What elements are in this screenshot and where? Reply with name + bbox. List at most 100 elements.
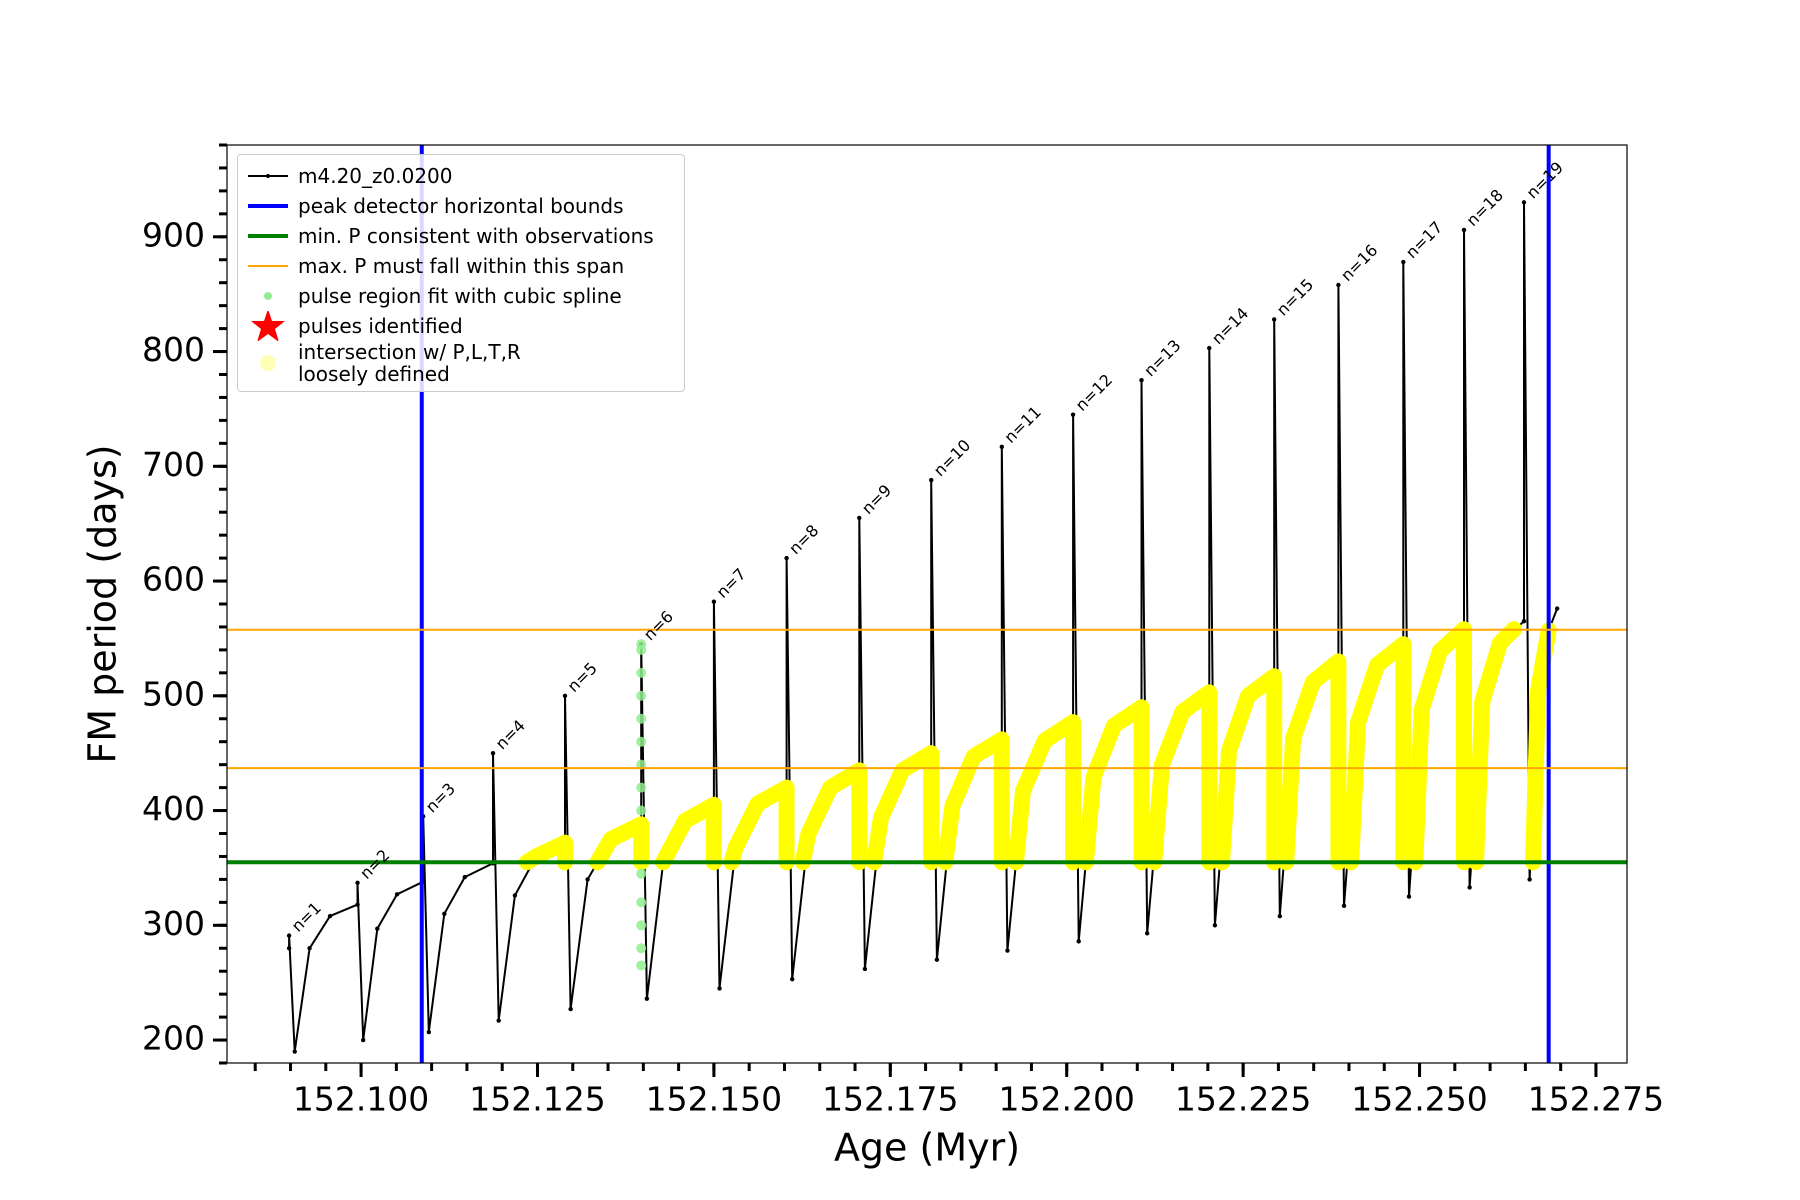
x-tick-label: 152.175 [822, 1080, 958, 1119]
pulse-label: n=2 [356, 846, 393, 883]
legend-entry: m4.20_z0.0200 [238, 161, 684, 191]
pulse-label: n=9 [858, 481, 895, 518]
x-tick-label: 152.100 [293, 1080, 429, 1119]
y-tick-label: 800 [142, 330, 205, 369]
plot-frame [226, 144, 1628, 1064]
y-tick-label: 900 [142, 215, 205, 254]
legend-entry: min. P consistent with observations [238, 221, 684, 251]
x-tick-label: 152.275 [1528, 1080, 1664, 1119]
point [394, 892, 400, 897]
pulse-label: n=14 [1208, 304, 1252, 348]
point [636, 713, 647, 724]
pulse-label: n=19 [1523, 158, 1567, 202]
point [355, 880, 360, 886]
legend-label: intersection w/ P,L,T,R loosely defined [298, 340, 521, 386]
point [496, 1018, 501, 1023]
point [636, 782, 647, 793]
legend-label: pulse region fit with cubic spline [298, 284, 622, 308]
point [327, 913, 333, 919]
point [360, 1037, 366, 1043]
pulse-label: n=15 [1273, 275, 1317, 319]
point [1212, 923, 1218, 928]
pulse-label: n=16 [1337, 241, 1381, 285]
x-tick-label: 152.225 [1175, 1080, 1311, 1119]
point [790, 977, 795, 982]
point [636, 943, 647, 954]
point [286, 946, 292, 951]
point [1139, 378, 1144, 383]
point [862, 966, 868, 972]
point [1341, 903, 1347, 908]
pulse-label: n=4 [492, 716, 529, 753]
pulse-label: n=17 [1402, 218, 1446, 262]
point [286, 933, 292, 938]
pulse-label: n=11 [1000, 402, 1044, 446]
pulse-label: n=7 [712, 564, 749, 601]
point [857, 515, 862, 521]
point [1277, 913, 1283, 919]
x-tick-label: 152.250 [1351, 1080, 1487, 1119]
pulse-label: n=12 [1072, 370, 1116, 414]
point [292, 1049, 297, 1054]
point [426, 1029, 432, 1035]
legend-entry: peak detector horizontal bounds [238, 191, 684, 221]
point [442, 911, 447, 917]
x-axis-label: Age (Myr) [834, 1126, 1020, 1170]
point [636, 736, 647, 747]
point [636, 805, 647, 816]
point [636, 667, 647, 678]
pulse-label: n=1 [288, 898, 325, 935]
point [636, 897, 647, 908]
point [1336, 282, 1341, 288]
legend-entry: max. P must fall within this span [238, 251, 684, 281]
point [1521, 619, 1527, 624]
pulse-label: n=6 [640, 607, 677, 644]
legend-swatch [248, 174, 288, 178]
point [490, 750, 496, 756]
legend-label: min. P consistent with observations [298, 224, 654, 248]
y-tick-label: 700 [142, 445, 205, 484]
legend-swatch [251, 311, 285, 341]
pulse-label: n=10 [930, 436, 974, 480]
point [562, 693, 568, 698]
point [636, 868, 647, 879]
x-tick-label: 152.200 [998, 1080, 1134, 1119]
legend-swatch [248, 265, 288, 267]
y-axis-label: FM period (days) [81, 444, 125, 763]
x-tick-label: 152.150 [646, 1080, 782, 1119]
y-tick-label: 400 [142, 789, 205, 828]
point [1271, 317, 1277, 322]
legend-swatch [264, 292, 272, 300]
legend-entry: intersection w/ P,L,T,R loosely defined [238, 341, 684, 385]
legend-label: pulses identified [298, 314, 463, 338]
pulse-label: n=13 [1140, 336, 1184, 380]
point [1527, 877, 1532, 882]
point [307, 946, 312, 951]
point [1461, 227, 1467, 233]
point [375, 926, 380, 931]
legend-swatch [248, 204, 288, 208]
legend-entry: pulse region fit with cubic spline [238, 281, 684, 311]
point [717, 986, 722, 991]
point [1207, 345, 1212, 351]
point [1406, 894, 1412, 899]
y-tick-label: 600 [142, 560, 205, 599]
x-tick-label: 152.125 [469, 1080, 605, 1119]
pulse-label: n=3 [422, 779, 459, 816]
point [934, 957, 940, 962]
point [1467, 885, 1472, 890]
plot [227, 145, 1627, 1063]
point [784, 555, 789, 561]
point [1521, 200, 1527, 205]
pulse-label: n=8 [785, 521, 822, 558]
point [636, 690, 647, 701]
band-line [518, 621, 1557, 871]
point [512, 893, 518, 898]
point [1076, 939, 1081, 944]
pulse-label: n=5 [564, 659, 601, 696]
point [1144, 931, 1150, 936]
legend-label: max. P must fall within this span [298, 254, 625, 278]
point [1401, 259, 1406, 265]
legend-swatch [260, 355, 276, 371]
